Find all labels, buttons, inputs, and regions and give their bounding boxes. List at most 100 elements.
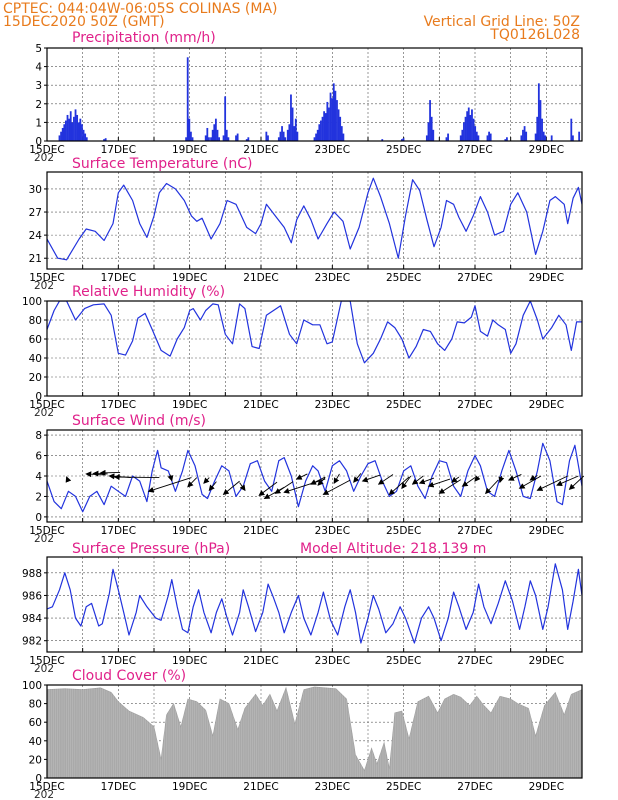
header-date: 15DEC2020 50Z (GMT): [3, 14, 165, 30]
precip-bar: [466, 111, 469, 141]
precip-bar: [216, 129, 219, 141]
wind-vector: [411, 475, 424, 485]
wind-ytick-label: 2: [35, 491, 42, 503]
wind-xtick-label: 15DEC: [29, 525, 64, 537]
temp-xtick-label: 17DEC: [101, 272, 136, 284]
wind-vector: [274, 481, 294, 494]
precip-bar: [296, 131, 299, 141]
precip-bar: [63, 124, 66, 141]
precip-bar: [227, 137, 230, 141]
wind-vector: [474, 475, 481, 482]
precip-bar: [225, 129, 228, 141]
precip-bar: [284, 137, 287, 141]
precip-bar: [206, 127, 209, 141]
precip-bar: [467, 107, 470, 141]
precip-bar: [82, 129, 85, 141]
wind-vector: [461, 477, 476, 487]
wind-xtick-label: 25DEC: [386, 525, 421, 537]
precip-bar: [339, 116, 342, 141]
precip-bar: [214, 118, 217, 141]
precip-bar: [190, 131, 192, 141]
precip-bar: [224, 96, 227, 141]
wind-ytick-label: 6: [35, 451, 42, 463]
rh-xtick-label: 25DEC: [386, 399, 421, 411]
wind-vector: [518, 475, 542, 489]
precip-bar: [58, 135, 61, 141]
precip-title: Precipitation (mm/h): [72, 30, 216, 46]
precip-bar: [76, 114, 79, 141]
temp-xtick-label: 29DEC: [529, 272, 564, 284]
precip-bar: [60, 131, 62, 141]
wind-xtick-label: 23DEC: [315, 525, 350, 537]
cloud-xtick-label: 21DEC: [243, 781, 278, 793]
wind-xtick-label: 21DEC: [243, 525, 278, 537]
cloud-frame: [46, 684, 583, 779]
precip-bar: [475, 131, 478, 141]
precip-ytick-label: 4: [35, 62, 42, 74]
precip-bar: [103, 139, 105, 141]
cloud-xtick-label: 27DEC: [457, 781, 492, 793]
precip-bar: [537, 83, 540, 141]
precip-bar: [340, 126, 343, 141]
precip-xtick-label: 23DEC: [315, 144, 350, 156]
precip-xtick-label: 19DEC: [172, 144, 207, 156]
precip-bar: [488, 131, 490, 141]
temp-ytick-label: 24: [29, 230, 43, 242]
panel-temp: Surface Temperature (nC) 21 24 27 30 15DEC 17D…: [29, 156, 583, 292]
wind-vector: [377, 474, 394, 485]
header-grid-line: Vertical Grid Line: 50Z: [424, 14, 580, 30]
precip-bar: [539, 100, 542, 141]
precip-bar: [73, 116, 75, 141]
precip-bar: [316, 129, 319, 141]
precip-bar: [447, 133, 449, 141]
rh-ytick-label: 100: [22, 296, 42, 308]
cloud-ytick-label: 20: [29, 754, 42, 766]
precip-bar: [247, 137, 250, 141]
panel-precip: Precipitation (mm/h) 0 1 2 3 4 5 15DEC 17DEC 19DE…: [29, 30, 583, 164]
precip-bar: [523, 126, 526, 141]
cloud-year-label: 202: [34, 789, 54, 800]
wind-vector: [258, 481, 278, 497]
precip-bar: [400, 139, 403, 141]
rh-frame: [46, 300, 583, 397]
pressure-xtick-label: 19DEC: [172, 655, 207, 667]
temp-ytick-label: 30: [29, 184, 42, 196]
precip-bar: [69, 111, 72, 141]
precip-bar: [477, 135, 480, 141]
precip-bar: [294, 118, 297, 141]
temp-xtick-label: 15DEC: [29, 272, 64, 284]
precip-bar: [293, 126, 296, 141]
wind-vector: [295, 473, 308, 480]
panel-pressure: Surface Pressure (hPa) Model Altitude: 21…: [22, 541, 583, 675]
precip-xtick-label: 15DEC: [29, 144, 64, 156]
wind-vector: [222, 480, 240, 496]
pressure-ytick-label: 988: [22, 568, 42, 580]
precip-bar: [236, 133, 239, 141]
precip-bar: [572, 135, 574, 141]
wind-vector: [203, 477, 210, 484]
wind-vector: [418, 477, 435, 485]
precip-bar: [459, 135, 462, 141]
rh-ytick-label: 80: [29, 315, 42, 327]
precip-bar: [65, 120, 67, 141]
precip-bar: [332, 83, 335, 141]
rh-year-label: 202: [34, 407, 54, 419]
precip-bar: [427, 122, 430, 141]
precip-bar: [188, 118, 191, 141]
wind-vector: [147, 477, 192, 493]
pressure-xtick-label: 29DEC: [529, 655, 564, 667]
rh-ytick-label: 40: [29, 353, 42, 365]
rh-xtick-label: 27DEC: [457, 399, 492, 411]
cloud-ytick-label: 40: [29, 736, 42, 748]
wind-vector: [353, 473, 362, 483]
precip-bar: [522, 129, 524, 141]
precip-bar: [445, 137, 448, 141]
precip-bar: [68, 118, 71, 141]
pressure-xtick-label: 17DEC: [101, 655, 136, 667]
precip-bar: [544, 135, 547, 141]
wind-vector: [529, 474, 538, 481]
temp-xtick-label: 25DEC: [386, 272, 421, 284]
wind-vector: [208, 481, 217, 492]
precip-bar: [210, 137, 212, 141]
pressure-xtick-label: 15DEC: [29, 655, 64, 667]
